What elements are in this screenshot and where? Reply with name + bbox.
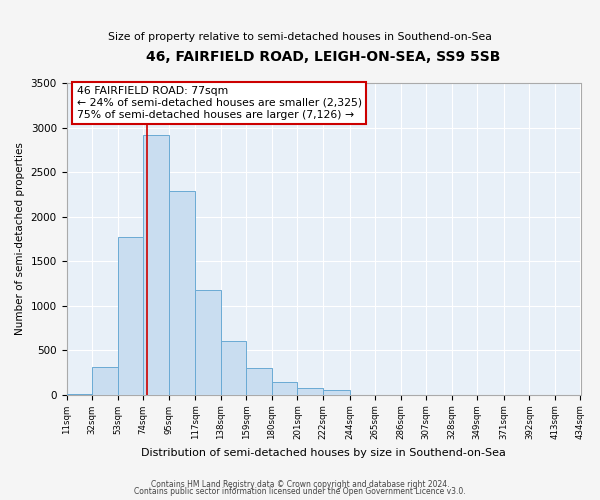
- Bar: [118, 237, 143, 394]
- Text: Size of property relative to semi-detached houses in Southend-on-Sea: Size of property relative to semi-detach…: [108, 32, 492, 42]
- Text: Contains HM Land Registry data © Crown copyright and database right 2024.: Contains HM Land Registry data © Crown c…: [151, 480, 449, 489]
- X-axis label: Distribution of semi-detached houses by size in Southend-on-Sea: Distribution of semi-detached houses by …: [141, 448, 506, 458]
- Bar: [247, 368, 272, 394]
- Bar: [196, 290, 221, 395]
- Bar: [143, 135, 169, 394]
- Bar: [298, 388, 323, 394]
- Text: 46 FAIRFIELD ROAD: 77sqm
← 24% of semi-detached houses are smaller (2,325)
75% o: 46 FAIRFIELD ROAD: 77sqm ← 24% of semi-d…: [77, 86, 362, 120]
- Bar: [323, 390, 350, 394]
- Title: 46, FAIRFIELD ROAD, LEIGH-ON-SEA, SS9 5SB: 46, FAIRFIELD ROAD, LEIGH-ON-SEA, SS9 5S…: [146, 50, 501, 64]
- Text: Contains public sector information licensed under the Open Government Licence v3: Contains public sector information licen…: [134, 488, 466, 496]
- Bar: [169, 191, 196, 394]
- Bar: [272, 382, 298, 394]
- Bar: [221, 341, 247, 394]
- Bar: [92, 367, 118, 394]
- Y-axis label: Number of semi-detached properties: Number of semi-detached properties: [15, 142, 25, 336]
